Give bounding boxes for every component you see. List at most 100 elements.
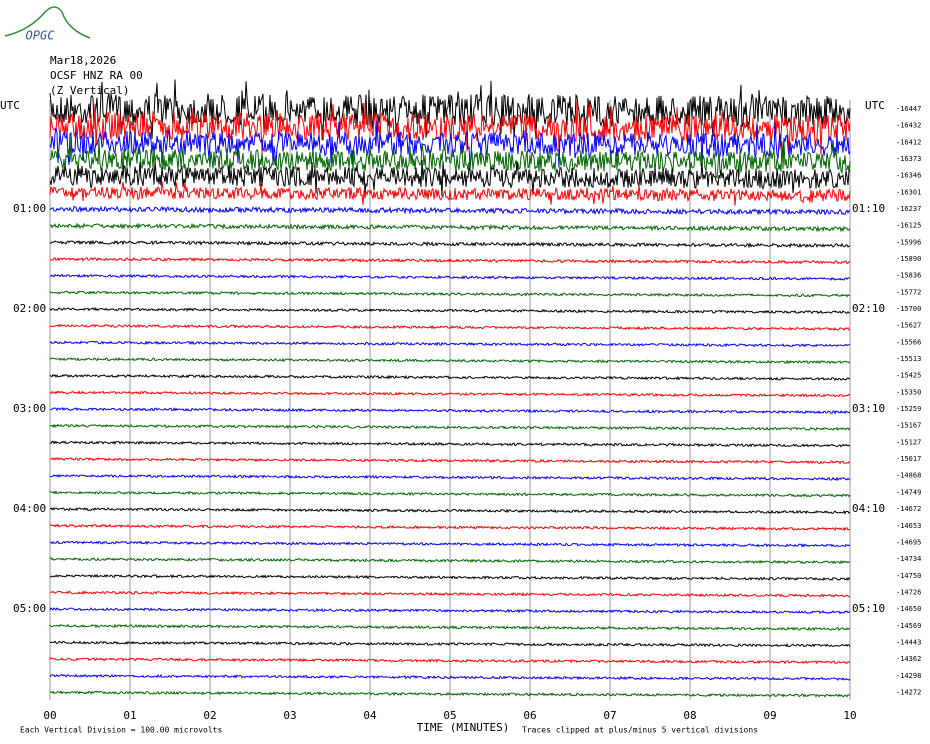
trace-label: -14734 [896, 555, 921, 563]
trace [49, 79, 851, 141]
trace [49, 474, 851, 481]
x-tick-label: 06 [523, 709, 536, 722]
trace-label: -14672 [896, 505, 921, 513]
trace [49, 222, 851, 233]
trace [49, 290, 851, 298]
x-tick-label: 05 [443, 709, 456, 722]
time-label-right: 05:10 [852, 602, 885, 615]
trace-label: -14650 [896, 605, 921, 613]
trace [49, 557, 851, 565]
x-tick-label: 10 [843, 709, 856, 722]
trace [49, 607, 851, 615]
trace [49, 590, 851, 598]
trace [49, 490, 851, 498]
trace-label: -15513 [896, 355, 921, 363]
component: (Z Vertical) [50, 84, 129, 97]
trace-label: -14750 [896, 572, 921, 580]
trace-label: -16301 [896, 188, 921, 196]
time-label-left: 04:00 [13, 502, 46, 515]
trace [49, 507, 851, 515]
trace-label: -15996 [896, 238, 921, 246]
utc-right: UTC [865, 99, 885, 112]
x-tick-label: 04 [363, 709, 377, 722]
trace-label: -16237 [896, 205, 921, 213]
scale-note: Each Vertical Division = 100.00 microvol… [20, 726, 222, 735]
trace-label: -16412 [896, 138, 921, 146]
x-tick-label: 03 [283, 709, 296, 722]
trace-label: -15350 [896, 388, 921, 396]
time-label-left: 01:00 [13, 202, 46, 215]
trace-label: -15836 [896, 272, 921, 280]
trace-label: -15772 [896, 288, 921, 296]
trace [49, 540, 851, 548]
trace [49, 340, 851, 348]
x-tick-label: 07 [603, 709, 616, 722]
x-tick-label: 09 [763, 709, 776, 722]
trace-label: -15127 [896, 438, 921, 446]
trace [49, 373, 851, 381]
trace [49, 423, 851, 431]
trace-label: -14653 [896, 522, 921, 530]
time-label-right: 04:10 [852, 502, 885, 515]
time-label-right: 03:10 [852, 402, 885, 415]
x-tick-label: 01 [123, 709, 136, 722]
trace [49, 273, 851, 281]
trace-label: -14695 [896, 538, 921, 546]
time-label-right: 02:10 [852, 302, 885, 315]
time-label-left: 03:00 [13, 402, 46, 415]
trace [49, 406, 851, 415]
trace [49, 120, 851, 168]
trace [50, 440, 851, 448]
x-tick-label: 00 [43, 709, 56, 722]
trace-label: -15890 [896, 255, 921, 263]
x-tick-label: 08 [683, 709, 696, 722]
trace [49, 640, 851, 648]
trace-label: -14298 [896, 672, 921, 680]
trace-label: -14726 [896, 588, 921, 596]
trace-label: -15425 [896, 372, 921, 380]
clip-note: Traces clipped at plus/minus 5 vertical … [522, 726, 758, 735]
trace [49, 573, 851, 581]
trace [49, 239, 851, 249]
trace [49, 306, 851, 315]
trace-label: -14868 [896, 472, 921, 480]
trace-label: -15167 [896, 422, 921, 430]
trace-label: -16125 [896, 222, 921, 230]
date: Mar18,2026 [50, 54, 116, 67]
utc-left: UTC [0, 99, 20, 112]
trace [49, 673, 851, 681]
trace-label: -15700 [896, 305, 921, 313]
trace-label: -15259 [896, 405, 921, 413]
logo-curve [4, 6, 91, 39]
trace [49, 323, 851, 331]
station: OCSF HNZ RA 00 [50, 69, 143, 82]
trace-label: -15566 [896, 338, 921, 346]
trace [49, 159, 851, 197]
x-axis-title: TIME (MINUTES) [417, 721, 510, 734]
x-tick-label: 02 [203, 709, 216, 722]
logo: OPGC [26, 29, 56, 43]
trace-label: -14362 [896, 655, 921, 663]
time-label-left: 02:00 [13, 302, 46, 315]
trace [49, 256, 851, 265]
trace [49, 357, 851, 365]
trace [49, 390, 851, 398]
trace [49, 101, 851, 155]
trace [49, 523, 851, 532]
trace-label: -16346 [896, 172, 921, 180]
trace-label: -16447 [896, 105, 921, 113]
trace [49, 181, 851, 206]
trace [49, 657, 851, 665]
trace-label: -14443 [896, 638, 921, 646]
trace [49, 457, 851, 465]
trace-label: -14749 [896, 488, 921, 496]
trace [49, 205, 851, 216]
time-label-right: 01:10 [852, 202, 885, 215]
trace [49, 623, 851, 631]
trace-label: -14272 [896, 688, 921, 696]
trace [49, 137, 851, 180]
trace-label: -15017 [896, 455, 921, 463]
trace-label: -16373 [896, 155, 921, 163]
trace-label: -14569 [896, 622, 921, 630]
